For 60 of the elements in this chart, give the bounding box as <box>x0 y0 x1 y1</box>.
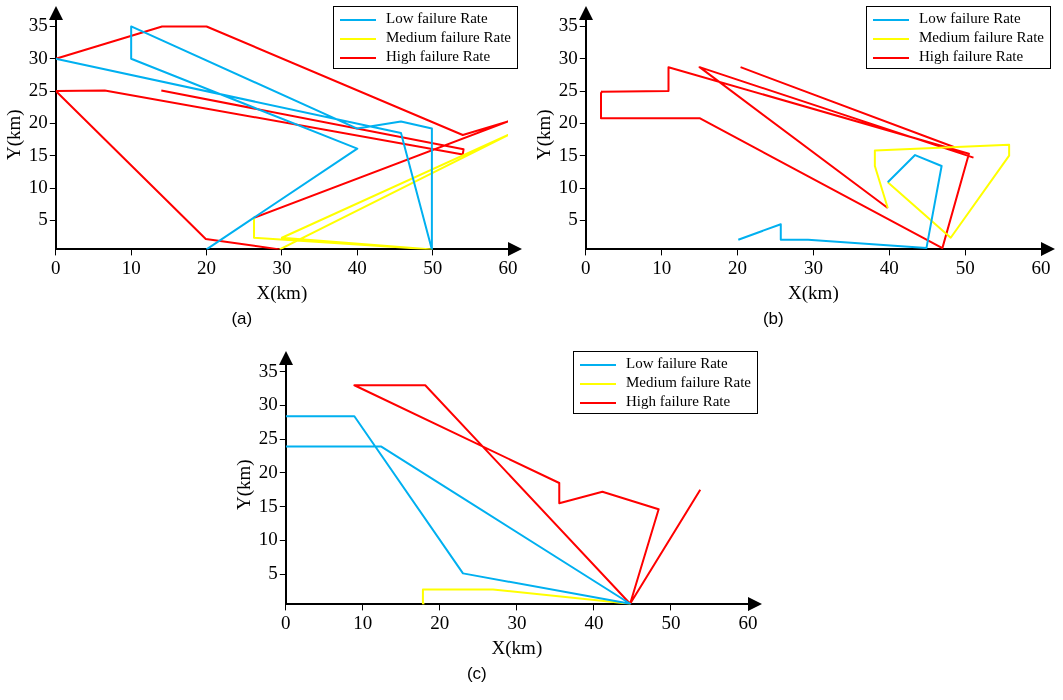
x-tick-label: 60 <box>1031 256 1051 278</box>
y-tick-label: 10 <box>258 528 278 550</box>
x-tick-label: 40 <box>347 256 367 278</box>
x-axis-title: X(km) <box>491 636 543 659</box>
y-axis-title: Y(km) <box>3 109 26 161</box>
x-tick-label: 40 <box>879 256 899 278</box>
x-tick-label: 20 <box>430 611 450 633</box>
text: (a) <box>231 309 253 329</box>
x-tick-label: 20 <box>728 256 748 278</box>
y-axis-title: Y(km) <box>533 109 556 161</box>
x-axis-title: X(km) <box>788 281 839 304</box>
y-tick-label: 35 <box>258 359 278 381</box>
legend-label: High failure Rate <box>385 47 492 66</box>
y-tick-label: 25 <box>258 427 278 449</box>
x-tick-label: 10 <box>353 611 373 633</box>
y-tick-label: 20 <box>558 111 578 133</box>
x-tick-label: 0 <box>281 611 291 633</box>
x-tick-label: 50 <box>955 256 975 278</box>
legend-label: Low failure Rate <box>918 9 1022 28</box>
y-tick-label: 15 <box>258 494 278 516</box>
x-tick-label: 30 <box>507 611 527 633</box>
y-tick-label: 35 <box>558 14 578 36</box>
x-axis-title: X(km) <box>256 281 308 304</box>
y-tick-label: 5 <box>38 208 48 230</box>
x-tick-label: 50 <box>661 611 681 633</box>
legend-label: Low failure Rate <box>385 9 489 28</box>
x-tick-label: 50 <box>423 256 443 278</box>
y-tick-label: 25 <box>28 79 48 101</box>
x-tick-label: 30 <box>272 256 292 278</box>
x-tick-label: 0 <box>581 256 591 278</box>
x-tick-label: 60 <box>498 256 518 278</box>
legend-label: High failure Rate <box>625 392 732 411</box>
y-tick-label: 25 <box>558 79 578 101</box>
x-tick-label: 20 <box>197 256 217 278</box>
text: (c) <box>466 664 487 684</box>
y-tick-label: 5 <box>568 208 578 230</box>
legend-label: Low failure Rate <box>625 354 729 373</box>
legend-label: Medium failure Rate <box>625 373 751 392</box>
y-tick-label: 15 <box>558 143 578 165</box>
y-tick-label: 10 <box>558 176 578 197</box>
y-tick-label: 15 <box>28 143 48 165</box>
x-tick-label: 60 <box>738 611 758 633</box>
y-tick-label: 20 <box>28 111 48 133</box>
y-tick-label: 5 <box>268 562 278 584</box>
y-tick-label: 30 <box>28 46 48 68</box>
x-tick-label: 30 <box>803 256 823 278</box>
y-tick-label: 10 <box>28 176 48 197</box>
y-tick-label: 35 <box>28 14 48 36</box>
x-tick-label: 10 <box>121 256 141 278</box>
x-tick-label: 10 <box>652 256 672 278</box>
legend-label: Medium failure Rate <box>918 28 1044 47</box>
text: (b) <box>762 309 784 329</box>
y-tick-label: 30 <box>258 393 278 415</box>
y-tick-label: 20 <box>258 460 278 482</box>
legend-label: High failure Rate <box>918 47 1025 66</box>
x-tick-label: 40 <box>584 611 604 633</box>
legend-label: Medium failure Rate <box>385 28 511 47</box>
y-tick-label: 30 <box>558 46 578 68</box>
x-tick-label: 0 <box>51 256 61 278</box>
y-axis-title: Y(km) <box>233 459 256 511</box>
